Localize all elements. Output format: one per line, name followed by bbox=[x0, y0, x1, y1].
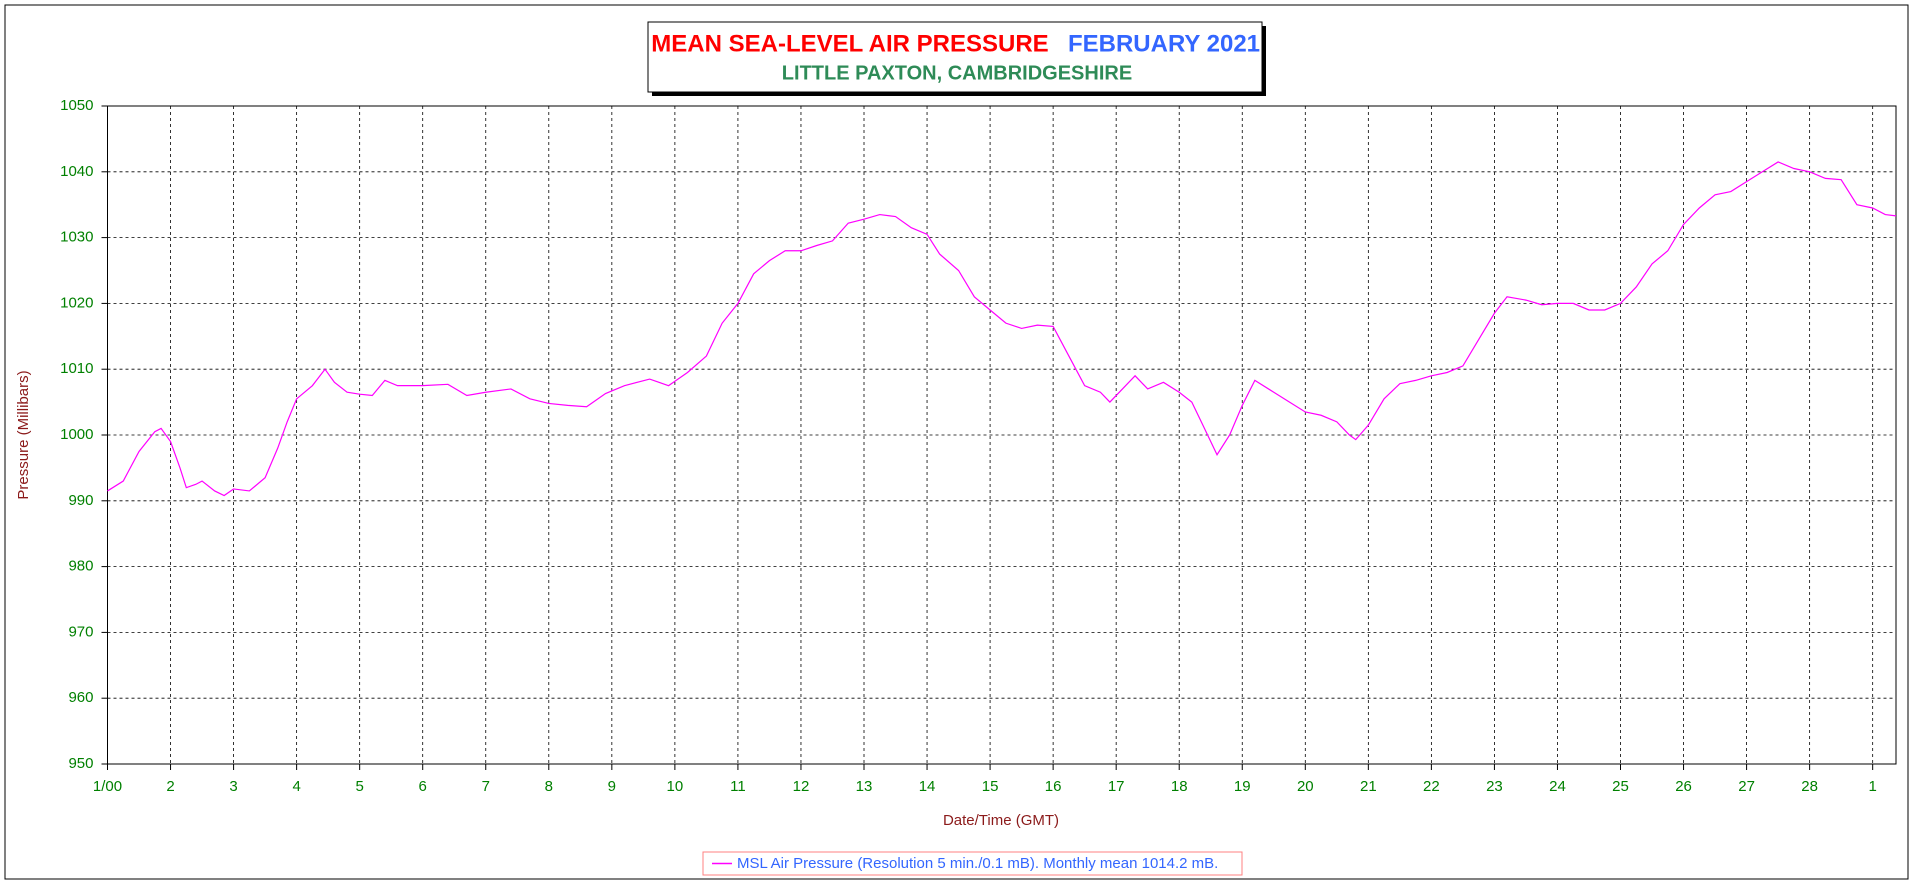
plot-frame bbox=[107, 105, 1897, 765]
y-tick-label: 1050 bbox=[60, 97, 93, 114]
x-tick-label: 5 bbox=[355, 778, 363, 795]
x-tick-label: 24 bbox=[1549, 778, 1566, 795]
y-tick-label: 980 bbox=[68, 558, 93, 575]
y-tick-label: 1040 bbox=[60, 163, 93, 180]
x-tick-label: 2 bbox=[166, 778, 174, 795]
x-axis-label: Date/Time (GMT) bbox=[943, 812, 1059, 829]
x-tick-label: 1/00 bbox=[93, 778, 122, 795]
x-tick-label: 20 bbox=[1297, 778, 1314, 795]
x-tick-label: 4 bbox=[292, 778, 300, 795]
x-tick-label: 14 bbox=[919, 778, 936, 795]
y-tick-label: 960 bbox=[68, 689, 93, 706]
chart-subtitle: LITTLE PAXTON, CAMBRIDGESHIRE bbox=[782, 62, 1132, 84]
x-tick-label: 22 bbox=[1423, 778, 1440, 795]
x-tick-label: 27 bbox=[1738, 778, 1755, 795]
x-tick-label: 18 bbox=[1171, 778, 1188, 795]
x-tick-label: 13 bbox=[856, 778, 873, 795]
x-tick-label: 15 bbox=[982, 778, 999, 795]
x-tick-label: 26 bbox=[1675, 778, 1692, 795]
x-tick-label: 21 bbox=[1360, 778, 1377, 795]
y-tick-label: 1030 bbox=[60, 229, 93, 246]
x-tick-label: 12 bbox=[793, 778, 810, 795]
chart-border bbox=[4, 4, 1909, 880]
x-tick-label: 10 bbox=[667, 778, 684, 795]
title-box bbox=[647, 21, 1263, 93]
y-tick-label: 990 bbox=[68, 492, 93, 509]
y-axis-label: Pressure (Millibars) bbox=[15, 370, 32, 499]
y-tick-label: 970 bbox=[68, 623, 93, 640]
legend-box bbox=[702, 851, 1243, 876]
y-tick-label: 1020 bbox=[60, 294, 93, 311]
chart-title: MEAN SEA-LEVEL AIR PRESSURE bbox=[651, 30, 1048, 57]
x-tick-label: 11 bbox=[730, 778, 746, 795]
x-tick-label: 7 bbox=[482, 778, 490, 795]
x-tick-label: 19 bbox=[1234, 778, 1251, 795]
x-tick-label: 28 bbox=[1801, 778, 1818, 795]
x-tick-label: 8 bbox=[545, 778, 553, 795]
y-tick-label: 1010 bbox=[60, 360, 93, 377]
x-tick-label: 23 bbox=[1486, 778, 1503, 795]
x-tick-label: 3 bbox=[229, 778, 237, 795]
x-tick-label: 9 bbox=[608, 778, 616, 795]
x-tick-label: 16 bbox=[1045, 778, 1062, 795]
y-tick-label: 950 bbox=[68, 755, 93, 772]
x-tick-label: 25 bbox=[1612, 778, 1629, 795]
chart-title-date: FEBRUARY 2021 bbox=[1068, 30, 1260, 57]
series-line bbox=[107, 161, 1897, 497]
x-tick-label: 6 bbox=[419, 778, 427, 795]
legend-label: MSL Air Pressure (Resolution 5 min./0.1 … bbox=[737, 855, 1218, 872]
x-tick-label: 17 bbox=[1108, 778, 1125, 795]
x-tick-label: 1 bbox=[1869, 778, 1877, 795]
y-tick-label: 1000 bbox=[60, 426, 93, 443]
